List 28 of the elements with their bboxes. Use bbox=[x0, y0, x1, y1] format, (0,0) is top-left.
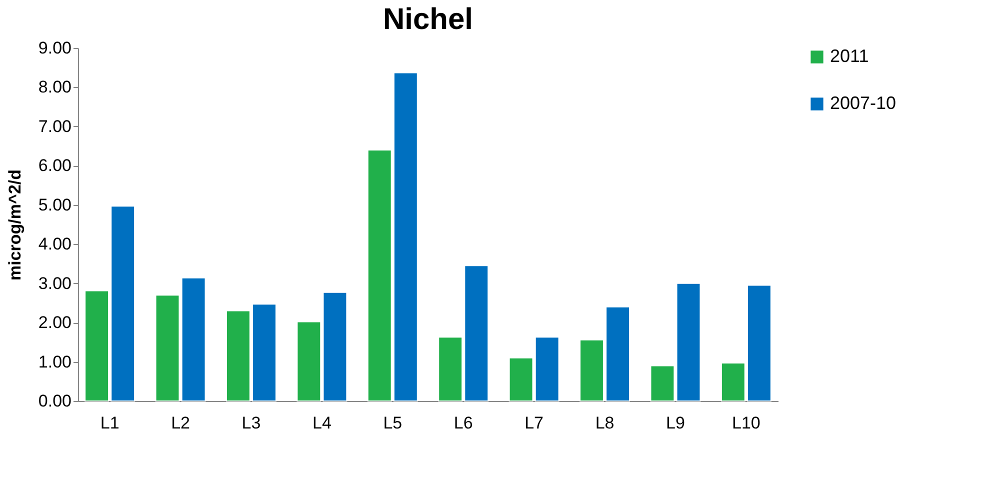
y-tick-label: 8.00 bbox=[38, 78, 72, 97]
legend-label: 2011 bbox=[830, 46, 869, 66]
x-tick-label: L7 bbox=[524, 414, 544, 432]
y-tick-label: 9.00 bbox=[38, 38, 72, 58]
x-tick-label: L3 bbox=[242, 414, 261, 432]
x-tick-label: L5 bbox=[383, 414, 402, 432]
y-axis-title: microg/m^2/d bbox=[5, 169, 24, 281]
bar bbox=[676, 282, 701, 402]
x-tick-label: L1 bbox=[100, 414, 120, 432]
y-tick-label: 4.00 bbox=[38, 234, 72, 254]
x-tick-label: L4 bbox=[312, 414, 332, 432]
y-tick-label: 6.00 bbox=[38, 156, 72, 176]
x-tick-label: L6 bbox=[454, 414, 473, 432]
y-tick-label: 5.00 bbox=[38, 195, 72, 214]
chart-title: Nichel bbox=[382, 3, 474, 36]
x-tick-label: L10 bbox=[732, 414, 760, 432]
y-tick-label: 3.00 bbox=[38, 274, 72, 293]
y-tick-label: 7.00 bbox=[38, 116, 72, 136]
y-tick-label: 0.00 bbox=[38, 392, 72, 410]
bar bbox=[181, 277, 206, 402]
bar bbox=[650, 365, 675, 402]
y-tick-label: 1.00 bbox=[38, 352, 72, 372]
x-tick-label: L9 bbox=[666, 414, 685, 432]
x-tick-label: L2 bbox=[171, 414, 190, 432]
y-tick-label: 2.00 bbox=[38, 313, 72, 332]
legend-label: 2007-10 bbox=[830, 93, 896, 113]
bar bbox=[155, 294, 180, 402]
x-tick-label: L8 bbox=[595, 414, 614, 432]
